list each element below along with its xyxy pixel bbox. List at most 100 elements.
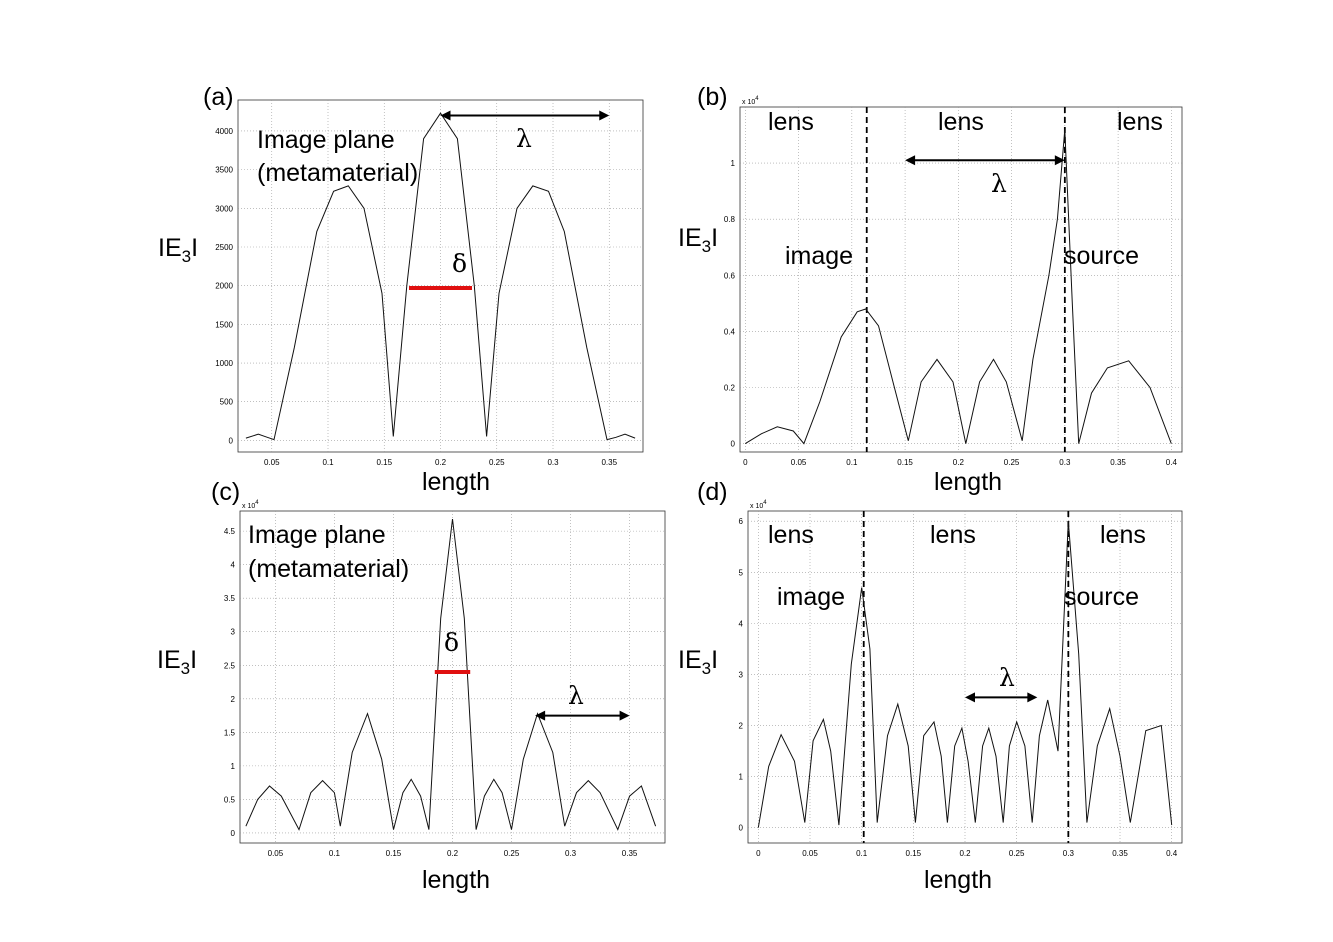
panel-c-annotation-image-plane: Image plane [248,521,386,549]
x-tick-label: 0.4 [1166,458,1178,467]
x-tick-label: 0.05 [264,458,280,467]
y-tick-label: 2000 [215,282,233,291]
panel-a: 0 500 1000 1500 2000 2500 3000 3500 4000 0.05 0.1… [158,83,644,496]
y-tick-label: 500 [220,398,234,407]
x-tick-label: 0.25 [504,849,520,858]
x-tick-label: 0.3 [1059,458,1071,467]
panel-b-y-ticks: 0 0.2 0.4 0.6 0.8 1 [724,159,736,448]
panel-a-delta-label: δ [452,249,467,278]
x-tick-label: 0.2 [447,849,459,858]
panel-b-exponent: x 104 [742,96,759,106]
y-tick-label: 0 [231,829,236,838]
panel-d-series-line [757,521,1173,828]
panel-d-y-ticks: 0 1 2 3 4 5 6 [739,517,744,832]
panel-d-annotation-lens-left: lens [768,521,814,549]
y-tick-label: 2 [231,695,236,704]
panel-d-lambda-label: λ [999,663,1015,692]
panel-d-label: (d) [697,478,728,506]
y-tick-label: 4000 [215,127,233,136]
panel-d-grid [748,511,1182,843]
x-tick-label: 0.1 [856,849,868,858]
panel-d-annotation-lens-right: lens [1100,521,1146,549]
x-tick-label: 0 [743,458,748,467]
y-tick-label: 0 [229,436,234,445]
x-tick-label: 0.35 [1112,849,1128,858]
lambda-arrow-head-left [905,155,916,166]
panel-d-x-axis-label: length [924,866,992,894]
y-tick-label: 2.5 [224,661,236,670]
panel-a-annotation-metamaterial: (metamaterial) [257,159,418,187]
y-tick-label: 0.5 [224,795,236,804]
y-tick-label: 3 [739,670,744,679]
panel-b-annotation-source: source [1064,242,1139,270]
y-tick-label: 4 [739,619,744,628]
panel-b-dashed-lines [865,107,1066,452]
panel-a-series-line [245,112,636,441]
x-tick-label: 0.05 [802,849,818,858]
x-tick-label: 0.2 [435,458,447,467]
panel-c-y-ticks: 0 0.5 1 1.5 2 2.5 3 3.5 4 4.5 [224,527,236,838]
x-tick-label: 0.3 [565,849,577,858]
panel-c-y-axis-label: IE3I [157,646,197,678]
panel-d: 0 1 2 3 4 5 6 0 0.05 0.1 0.15 0.2 0.25 0.3 0.35 0.4 x … [678,478,1183,894]
x-tick-label: 0.05 [268,849,284,858]
panel-b-y-axis-label: IE3I [678,224,718,256]
y-tick-label: 0 [731,440,736,449]
panel-d-annotation-image: image [777,583,845,611]
y-tick-label: 1 [231,762,236,771]
x-tick-label: 0.15 [386,849,402,858]
y-tick-label: 0.4 [724,327,736,336]
x-tick-label: 0.3 [1063,849,1075,858]
panel-a-lambda-label: λ [516,124,532,153]
panel-c-series-line [245,518,657,831]
lambda-arrow-head-left [535,710,546,721]
panel-c: 00.511.522.533.544.5 0.05 0.1 0.15 0.2 0.25 0… [157,478,666,894]
x-tick-label: 0.1 [846,458,858,467]
x-tick-label: 0 [756,849,761,858]
y-tick-label: 2500 [215,243,233,252]
x-tick-label: 0.2 [959,849,971,858]
lambda-arrow-head-right [1027,692,1038,703]
panel-d-marks [965,692,1038,703]
panel-b-annotation-lens-left: lens [768,108,814,136]
x-tick-label: 0.4 [1166,849,1178,858]
panel-b-x-axis-label: length [934,468,1002,496]
panel-a-marks [409,110,610,290]
y-tick-label: 3500 [215,166,233,175]
panel-b-label: (b) [697,83,728,111]
panel-a-annotation-image-plane: Image plane [257,126,395,154]
panel-b: 0 0.2 0.4 0.6 0.8 1 0 0.05 0.1 0.15 0.2 0.25 0.3 0.3… [678,83,1183,496]
x-tick-label: 0.05 [791,458,807,467]
panel-b-annotation-image: image [785,242,853,270]
panel-b-axes [739,106,1183,453]
lambda-arrow-head-right [619,710,630,721]
y-tick-label: 1 [739,773,744,782]
x-tick-label: 0.15 [376,458,392,467]
y-tick-label: 3 [231,628,236,637]
panel-c-marks [434,669,630,721]
y-tick-label: 6 [739,517,744,526]
x-tick-label: 0.2 [953,458,965,467]
lambda-arrow-head-right [599,110,610,121]
x-tick-label: 0.35 [1110,458,1126,467]
panel-b-grid [740,107,1182,452]
panel-d-y-axis-label: IE3I [678,646,718,678]
panel-d-dashed-lines [862,511,1070,843]
panel-c-label: (c) [211,478,240,506]
panel-a-y-ticks: 0 500 1000 1500 2000 2500 3000 3500 4000 [215,127,233,445]
panel-a-label: (a) [203,83,234,111]
y-tick-label: 0.6 [724,271,736,280]
panel-b-annotation-lens-middle: lens [938,108,984,136]
y-tick-label: 2 [739,722,744,731]
y-tick-label: 1500 [215,320,233,329]
y-tick-label: 0.8 [724,215,736,224]
panel-d-exponent: x 104 [750,500,767,510]
x-tick-label: 0.25 [1009,849,1025,858]
x-tick-label: 0.35 [622,849,638,858]
y-tick-label: 4.5 [224,527,236,536]
panel-d-annotation-source: source [1064,583,1139,611]
x-tick-label: 0.15 [897,458,913,467]
panel-c-lambda-label: λ [568,681,584,710]
panel-b-annotation-lens-right: lens [1117,108,1163,136]
